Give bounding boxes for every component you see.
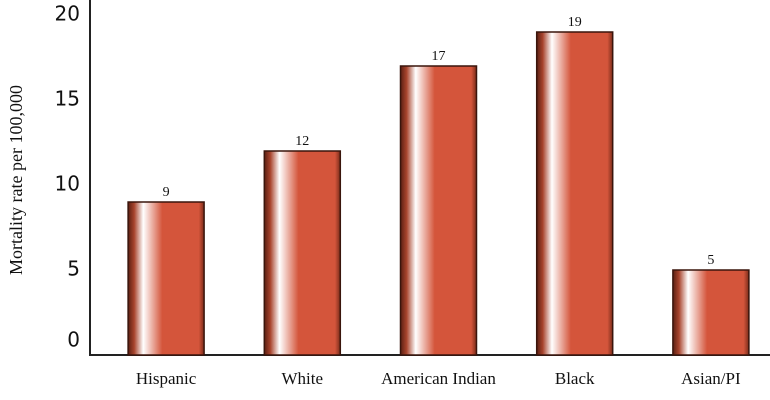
y-tick-label: 0: [67, 328, 80, 352]
bar: [399, 65, 478, 356]
bar: [672, 269, 750, 356]
bar: [127, 201, 205, 356]
y-tick-label: 15: [55, 87, 80, 111]
bar: [535, 31, 614, 356]
x-tick-label: White: [282, 369, 324, 388]
value-label: 17: [432, 49, 446, 64]
y-tick-label: 20: [55, 2, 80, 26]
y-axis-label: Mortality rate per 100,000: [6, 85, 26, 275]
bar: [263, 150, 342, 356]
y-tick-label: 10: [55, 172, 80, 196]
x-tick-label: Hispanic: [136, 369, 197, 388]
y-tick-label: 5: [67, 257, 80, 281]
x-tick-label: Black: [555, 369, 595, 388]
value-label: 5: [707, 253, 714, 268]
value-label: 9: [163, 185, 170, 200]
x-tick-label: American Indian: [381, 369, 496, 388]
value-label: 19: [568, 15, 582, 30]
x-tick-label: Asian/PI: [681, 369, 741, 388]
value-label: 12: [295, 134, 309, 149]
